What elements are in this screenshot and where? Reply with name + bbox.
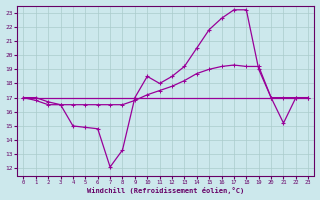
X-axis label: Windchill (Refroidissement éolien,°C): Windchill (Refroidissement éolien,°C) <box>87 187 244 194</box>
